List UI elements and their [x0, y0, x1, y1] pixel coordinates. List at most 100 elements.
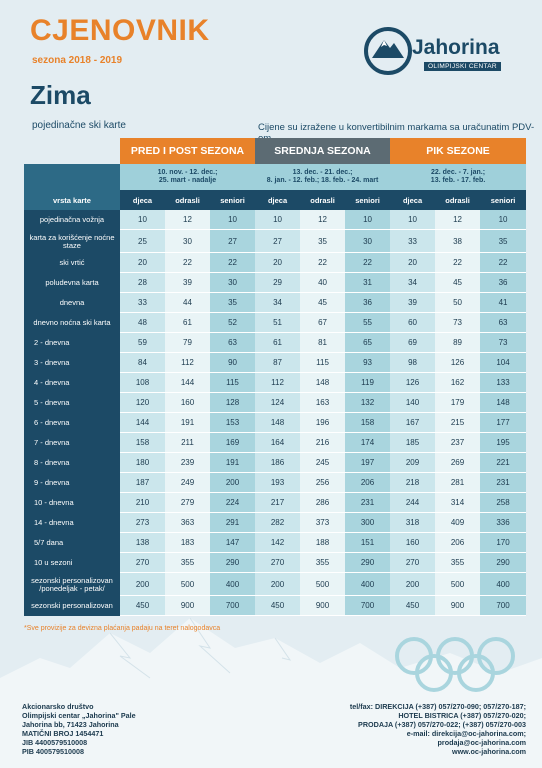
price-cell: 148 — [300, 373, 346, 393]
company-info-line: Olimpijski centar „Jahorina" Pale — [22, 711, 136, 720]
column-header-djeca: djeca — [120, 190, 165, 210]
row-label: 14 - dnevna — [24, 513, 120, 533]
column-header-odrasli: odrasli — [300, 190, 346, 210]
row-label: 2 - dnevna — [24, 333, 120, 353]
contact-info-line: tel/fax: DIREKCIJA (+387) 057/270-090; 0… — [349, 702, 526, 711]
price-cell: 160 — [165, 393, 210, 413]
table-row: 5/7 dana 138 183 147 142 188 151 160 206 170 — [24, 533, 527, 553]
price-cell: 126 — [390, 373, 436, 393]
price-cell: 500 — [165, 573, 210, 596]
season-header-srednja: SREDNJA SEZONA — [255, 138, 391, 164]
price-cell: 200 — [120, 573, 165, 596]
price-cell: 180 — [120, 453, 165, 473]
price-cell: 169 — [210, 433, 256, 453]
price-cell: 87 — [255, 353, 301, 373]
column-header-odrasli: odrasli — [165, 190, 210, 210]
company-info-line: JIB 4400579510008 — [22, 738, 88, 747]
price-cell: 231 — [480, 473, 527, 493]
table-row: 9 - dnevna 187 249 200 193 256 206 218 281 231 — [24, 473, 527, 493]
price-cell: 30 — [210, 273, 256, 293]
table-row: dnevno noćna ski karta 48 61 52 51 67 55 60 73 63 — [24, 313, 527, 333]
price-cell: 197 — [345, 453, 391, 473]
season-label: sezona 2018 - 2019 — [32, 55, 123, 66]
price-cell: 10 — [390, 210, 436, 230]
price-cell: 33 — [120, 293, 165, 313]
column-header-seniori: seniori — [345, 190, 391, 210]
price-cell: 210 — [120, 493, 165, 513]
price-cell: 132 — [345, 393, 391, 413]
price-cell: 148 — [480, 393, 527, 413]
row-label: ski vrtić — [24, 253, 120, 273]
price-cell: 167 — [390, 413, 436, 433]
price-cell: 48 — [120, 313, 165, 333]
price-cell: 700 — [345, 596, 391, 616]
price-cell: 224 — [210, 493, 256, 513]
olympic-rings-icon — [395, 637, 515, 692]
row-header-label: vrsta karte — [24, 190, 120, 210]
price-cell: 59 — [120, 333, 165, 353]
column-header-seniori: seniori — [480, 190, 527, 210]
column-header-djeca: djeca — [255, 190, 301, 210]
price-cell: 500 — [300, 573, 346, 596]
price-cell: 300 — [345, 513, 391, 533]
price-cell: 36 — [345, 293, 391, 313]
table-row: 4 - dnevna 108 144 115 112 148 119 126 162 133 — [24, 373, 527, 393]
section-subtitle: pojedinačne ski karte — [32, 120, 126, 131]
season-dates-srednja: 13. dec. - 21. dec.; 8. jan. - 12. feb.;… — [255, 164, 391, 190]
price-cell: 22 — [480, 253, 527, 273]
price-cell: 700 — [480, 596, 527, 616]
price-cell: 63 — [210, 333, 256, 353]
price-cell: 12 — [165, 210, 210, 230]
table-row: 10 - dnevna 210 279 224 217 286 231 244 314 258 — [24, 493, 527, 513]
price-cell: 112 — [255, 373, 301, 393]
price-cell: 450 — [390, 596, 436, 616]
price-cell: 290 — [480, 553, 527, 573]
table-row: sezonski personalizovan /ponedeljak - pe… — [24, 573, 527, 596]
price-cell: 38 — [435, 230, 481, 253]
price-cell: 12 — [435, 210, 481, 230]
price-cell: 160 — [390, 533, 436, 553]
price-cell: 33 — [390, 230, 436, 253]
price-cell: 133 — [480, 373, 527, 393]
price-cell: 244 — [390, 493, 436, 513]
season-dates-line: 22. dec. - 7. jan.; — [430, 169, 486, 176]
price-cell: 900 — [435, 596, 481, 616]
table-row: pojedinačna vožnja 10 12 10 10 12 10 10 12 10 — [24, 210, 527, 230]
price-cell: 291 — [210, 513, 256, 533]
price-cell: 314 — [435, 493, 481, 513]
company-info-line: MATIČNI BROJ 1454471 — [22, 729, 104, 738]
table-row: ski vrtić 20 22 22 20 22 22 20 22 22 — [24, 253, 527, 273]
price-cell: 258 — [480, 493, 527, 513]
table-corner-dates — [24, 164, 120, 190]
price-cell: 206 — [435, 533, 481, 553]
price-cell: 281 — [435, 473, 481, 493]
price-cell: 256 — [300, 473, 346, 493]
price-cell: 20 — [390, 253, 436, 273]
row-label: sezonski personalizovan — [24, 596, 120, 616]
season-header-pred-post: PRED I POST SEZONA — [120, 138, 256, 164]
table-row: 10 u sezoni 270 355 290 270 355 290 270 355 290 — [24, 553, 527, 573]
price-cell: 20 — [255, 253, 301, 273]
table-row: 5 - dnevna 120 160 128 124 163 132 140 179 148 — [24, 393, 527, 413]
price-cell: 450 — [255, 596, 301, 616]
price-cell: 186 — [255, 453, 301, 473]
price-cell: 30 — [165, 230, 210, 253]
row-label: 4 - dnevna — [24, 373, 120, 393]
contact-info-line: www.oc-jahorina.com — [451, 747, 526, 756]
price-cell: 65 — [345, 333, 391, 353]
price-cell: 89 — [435, 333, 481, 353]
table-row: 2 - dnevna 59 79 63 61 81 65 69 89 73 — [24, 333, 527, 353]
price-cell: 115 — [210, 373, 256, 393]
price-cell: 22 — [300, 253, 346, 273]
price-cell: 44 — [165, 293, 210, 313]
company-info: Akcionarsko društvo Olimpijski centar „J… — [22, 702, 136, 756]
price-cell: 409 — [435, 513, 481, 533]
price-cell: 34 — [390, 273, 436, 293]
row-label: karta za korišćenje noćne staze — [24, 230, 120, 253]
price-cell: 10 — [210, 210, 256, 230]
price-cell: 28 — [120, 273, 165, 293]
price-cell: 52 — [210, 313, 256, 333]
price-cell: 270 — [120, 553, 165, 573]
price-cell: 170 — [480, 533, 527, 553]
price-cell: 336 — [480, 513, 527, 533]
